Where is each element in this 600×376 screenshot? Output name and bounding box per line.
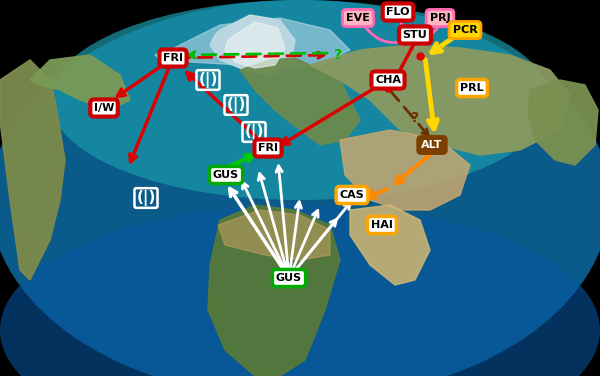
Polygon shape (310, 45, 570, 155)
Polygon shape (0, 0, 15, 55)
Text: FLO: FLO (386, 7, 410, 17)
Polygon shape (528, 80, 598, 165)
Text: (|): (|) (226, 97, 245, 113)
Text: FRI: FRI (163, 53, 183, 63)
Text: ?: ? (334, 48, 342, 62)
Text: I/W: I/W (94, 103, 114, 113)
Text: (|): (|) (136, 190, 155, 206)
Text: ALT: ALT (421, 140, 443, 150)
Text: ?: ? (411, 111, 419, 125)
Polygon shape (490, 0, 600, 70)
Polygon shape (218, 210, 330, 260)
Text: GUS: GUS (213, 170, 239, 180)
Text: EVE: EVE (346, 13, 370, 23)
Text: GUS: GUS (276, 273, 302, 283)
Text: PCR: PCR (452, 25, 478, 35)
Polygon shape (208, 205, 340, 376)
Text: PRJ: PRJ (430, 13, 451, 23)
Polygon shape (0, 60, 65, 280)
Polygon shape (155, 18, 350, 70)
Polygon shape (0, 60, 65, 280)
Polygon shape (350, 205, 430, 285)
Polygon shape (340, 130, 470, 210)
Ellipse shape (50, 0, 550, 200)
Polygon shape (225, 22, 285, 68)
Text: HAI: HAI (371, 220, 393, 230)
Text: (|): (|) (199, 72, 218, 88)
Text: FRI: FRI (258, 143, 278, 153)
Polygon shape (210, 15, 295, 75)
Text: (|): (|) (244, 124, 263, 140)
Text: STU: STU (403, 30, 427, 40)
Text: CHA: CHA (375, 75, 401, 85)
Text: CAS: CAS (340, 190, 364, 200)
Polygon shape (240, 58, 360, 145)
Polygon shape (30, 55, 130, 110)
Ellipse shape (0, 205, 600, 376)
Text: PRL: PRL (460, 83, 484, 93)
